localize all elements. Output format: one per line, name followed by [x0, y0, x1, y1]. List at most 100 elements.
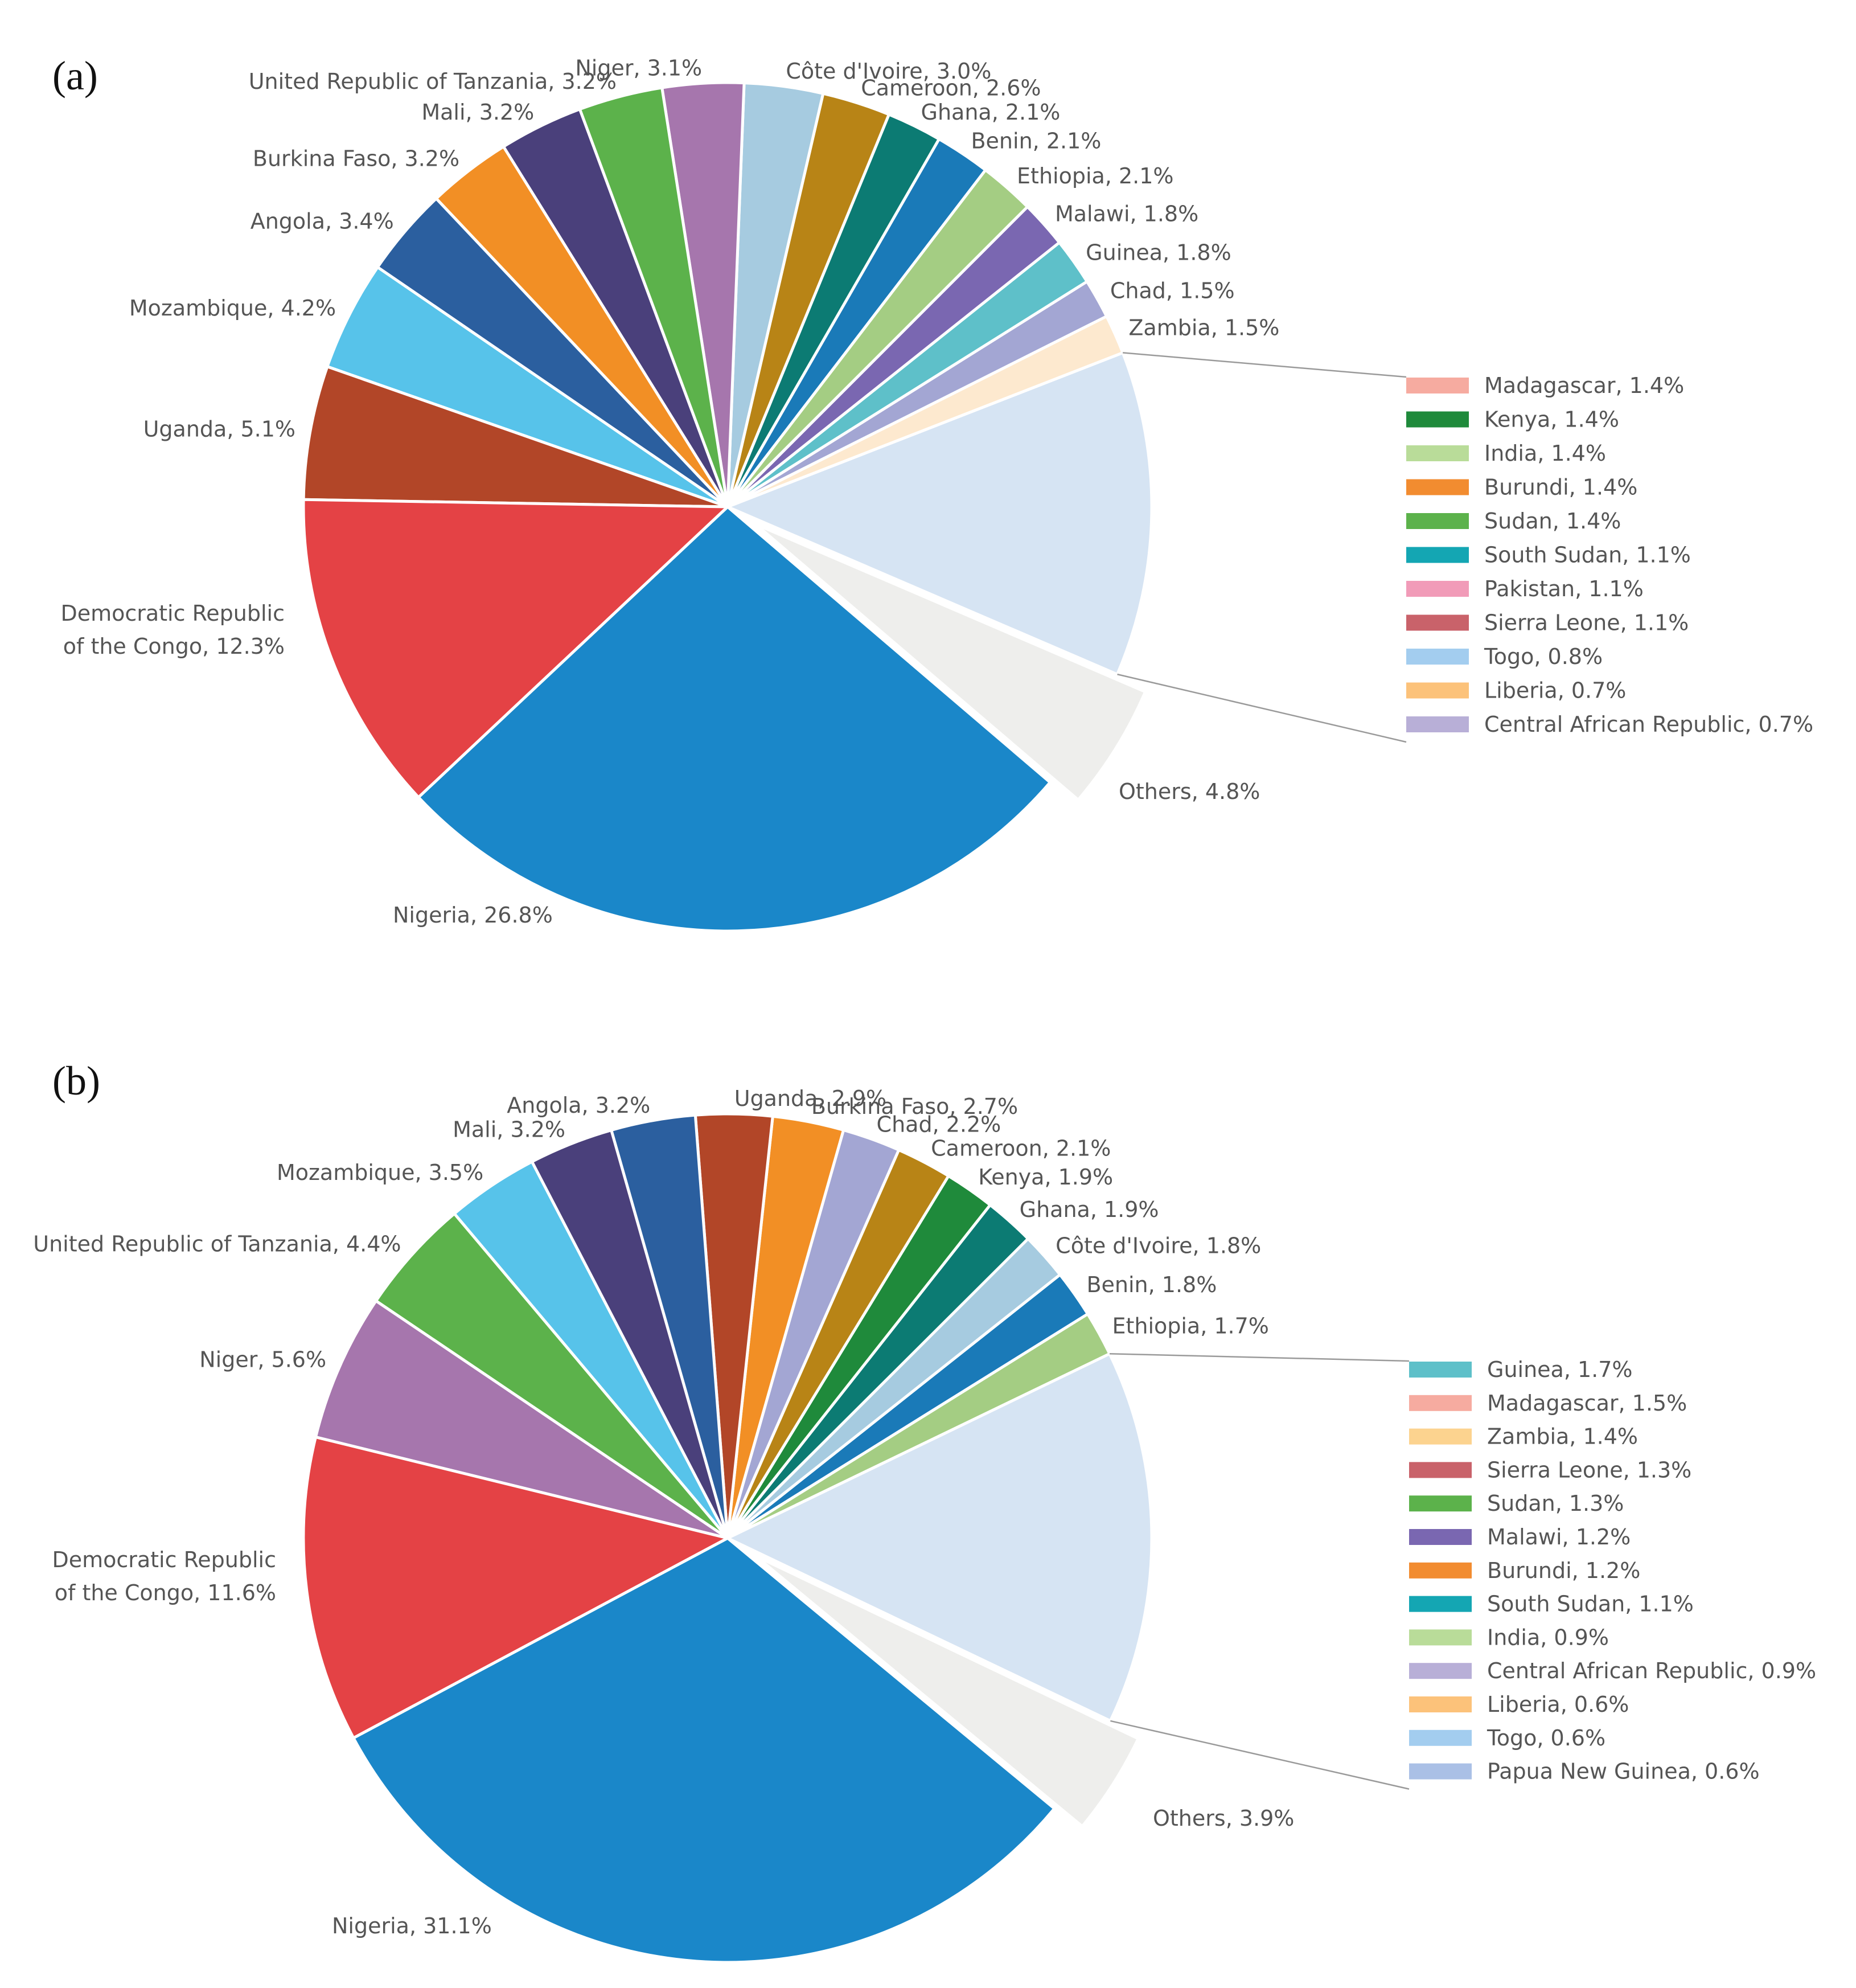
legend-label-india-1-4: India, 1.4% [1484, 441, 1606, 466]
slice-label-mali-3-2: Mali, 3.2% [421, 100, 534, 125]
slice-label-uganda-2-9: Uganda, 2.9% [734, 1086, 886, 1111]
slice-niger-5-6 [314, 1298, 729, 1540]
legend-swatch-burundi-1-4 [1406, 479, 1469, 495]
legend-label-burundi-1-4: Burundi, 1.4% [1484, 475, 1637, 500]
legend-swatch-pakistan-1-1 [1406, 581, 1469, 597]
slice-others-4-8 [754, 523, 1148, 802]
legend-label-madagascar-1-4: Madagascar, 1.4% [1484, 373, 1684, 398]
slice-label-nigeria-31-1: Nigeria, 31.1% [332, 1913, 492, 1938]
legend-swatch-india-1-4 [1406, 445, 1469, 461]
legend-label-sudan-1-4: Sudan, 1.4% [1484, 509, 1621, 534]
legend-swatch-central-african-republic-0-7 [1406, 716, 1469, 732]
legend-label-central-african-republic-0-7: Central African Republic, 0.7% [1484, 712, 1813, 737]
legend-swatch-south-sudan-1-1 [1409, 1596, 1472, 1612]
legend-swatch-liberia-0-6 [1409, 1696, 1472, 1712]
slice-label-kenya-1-9: Kenya, 1.9% [978, 1165, 1113, 1190]
slice-mozambique-4-2 [325, 265, 729, 509]
slice-label-others-3-9: Others, 3.9% [1153, 1806, 1294, 1831]
slice-uganda-5-1 [302, 364, 728, 509]
legend-label-zambia-1-4: Zambia, 1.4% [1487, 1424, 1638, 1449]
legend-label-burundi-1-2: Burundi, 1.2% [1487, 1558, 1640, 1583]
slice-label-others-4-8: Others, 4.8% [1119, 779, 1260, 804]
slice-label-cameroon-2-6: Cameroon, 2.6% [861, 75, 1041, 100]
legend-swatch-malawi-1-2 [1409, 1529, 1472, 1545]
slice-label-united-republic-of-tanzania-4-4: United Republic of Tanzania, 4.4% [33, 1232, 401, 1257]
slice-label-mozambique-4-2: Mozambique, 4.2% [129, 296, 336, 321]
panel-a-slices [302, 81, 1153, 933]
legend-label-india-0-9: India, 0.9% [1487, 1625, 1609, 1650]
slice-label-burkina-faso-2-7: Burkina Faso, 2.7% [811, 1094, 1018, 1119]
panel-b-slices [302, 1112, 1153, 1964]
slice-others-3-9 [754, 1554, 1140, 1829]
slice-label-guinea-1-8: Guinea, 1.8% [1086, 240, 1231, 265]
slice-label-angola-3-4: Angola, 3.4% [251, 208, 394, 233]
legend-label-south-sudan-1-1: South Sudan, 1.1% [1484, 543, 1691, 568]
slice-label-ghana-2-1: Ghana, 2.1% [921, 100, 1061, 125]
slice-nigeria-26-8 [416, 505, 1053, 933]
leader-line-bottom [1110, 1720, 1410, 1790]
slice-label-benin-1-8: Benin, 1.8% [1086, 1272, 1217, 1297]
slice-label-niger-5-6: Niger, 5.6% [199, 1347, 326, 1372]
legend-swatch-sudan-1-4 [1406, 513, 1469, 529]
slice-label-democratic-republic-of-the-congo-11-6: Democratic Republic of the Congo, 11.6% [52, 1547, 276, 1605]
panel-b-legend: Guinea, 1.7% Madagascar, 1.5% Zambia, 1.4%… [1409, 1357, 1816, 1784]
legend-label-sierra-leone-1-1: Sierra Leone, 1.1% [1484, 610, 1689, 636]
slice-label-angola-3-2: Angola, 3.2% [507, 1093, 650, 1118]
legend-swatch-india-0-9 [1409, 1629, 1472, 1646]
legend-swatch-zambia-1-4 [1409, 1428, 1472, 1445]
legend-label-liberia-0-6: Liberia, 0.6% [1487, 1692, 1629, 1717]
legend-label-madagascar-1-5: Madagascar, 1.5% [1487, 1391, 1687, 1416]
leader-line-top [1123, 352, 1407, 378]
legend-swatch-central-african-republic-0-9 [1409, 1663, 1472, 1679]
legend-swatch-madagascar-1-5 [1409, 1395, 1472, 1411]
legend-label-sierra-leone-1-3: Sierra Leone, 1.3% [1487, 1457, 1691, 1482]
slice-label-ethiopia-1-7: Ethiopia, 1.7% [1112, 1313, 1268, 1338]
slice-label-ghana-1-9: Ghana, 1.9% [1020, 1197, 1159, 1222]
panel-a-leaders [1117, 352, 1407, 743]
slice-democratic-republic-of-the-congo-12-3 [302, 498, 732, 800]
panel-a-label: (a) [52, 53, 98, 99]
slice-label-zambia-1-5: Zambia, 1.5% [1128, 315, 1279, 341]
legend-label-malawi-1-2: Malawi, 1.2% [1487, 1524, 1631, 1550]
legend-swatch-sudan-1-3 [1409, 1495, 1472, 1512]
legend-swatch-guinea-1-7 [1409, 1362, 1472, 1378]
slice-label-democratic-republic-of-the-congo-12-3: Democratic Republic of the Congo, 12.3% [60, 601, 285, 659]
legend-swatch-burundi-1-2 [1409, 1562, 1472, 1579]
slice-label-burkina-faso-3-2: Burkina Faso, 3.2% [253, 146, 459, 171]
slice-label-nigeria-26-8: Nigeria, 26.8% [393, 903, 553, 928]
slice-united-republic-of-tanzania-4-4 [373, 1211, 729, 1540]
slice-label-mali-3-2: Mali, 3.2% [453, 1117, 565, 1142]
legend-swatch-sierra-leone-1-1 [1406, 614, 1469, 631]
legend-label-sudan-1-3: Sudan, 1.3% [1487, 1491, 1624, 1516]
panel-b-leaders [1109, 1353, 1410, 1790]
slice-label-niger-3-1: Niger, 3.1% [575, 55, 702, 80]
slice-label-c-te-d-ivoire-3-0: Côte d'Ivoire, 3.0% [786, 59, 991, 84]
legend-swatch-sierra-leone-1-3 [1409, 1462, 1472, 1478]
slice-label-ethiopia-2-1: Ethiopia, 2.1% [1017, 163, 1173, 188]
slice-label-c-te-d-ivoire-1-8: Côte d'Ivoire, 1.8% [1056, 1233, 1261, 1259]
panel-a: (a) Nigeria, 26.8% Others, 4.8% Zambia, 1.… [52, 53, 1813, 933]
slice-label-malawi-1-8: Malawi, 1.8% [1055, 201, 1198, 226]
legend-swatch-togo-0-8 [1406, 649, 1469, 665]
legend-label-guinea-1-7: Guinea, 1.7% [1487, 1357, 1633, 1382]
slice-label-benin-2-1: Benin, 2.1% [971, 128, 1101, 153]
legend-label-togo-0-6: Togo, 0.6% [1487, 1725, 1605, 1751]
panel-b-labels: Nigeria, 31.1% Others, 3.9% Ethiopia, 1.7%… [33, 1086, 1294, 1938]
slice-democratic-republic-of-the-congo-11-6 [302, 1435, 732, 1740]
slice-label-united-republic-of-tanzania-3-2: United Republic of Tanzania, 3.2% [249, 69, 617, 94]
slice-label-chad-2-2: Chad, 2.2% [877, 1112, 1001, 1137]
panel-a-labels: Nigeria, 26.8% Others, 4.8% Zambia, 1.5% Ch… [60, 55, 1279, 928]
leader-line-top [1109, 1353, 1410, 1362]
slice-others-breakdown [724, 351, 1153, 677]
legend-label-togo-0-8: Togo, 0.8% [1484, 644, 1603, 669]
legend-swatch-liberia-0-7 [1406, 682, 1469, 699]
legend-label-south-sudan-1-1: South Sudan, 1.1% [1487, 1592, 1694, 1617]
slice-others-breakdown [724, 1351, 1153, 1723]
legend-label-papua-new-guinea-0-6: Papua New Guinea, 0.6% [1487, 1759, 1760, 1784]
leader-line-bottom [1117, 673, 1407, 743]
legend-swatch-madagascar-1-4 [1406, 378, 1469, 393]
panel-b: (b) Nigeria, 31.1% Others, 3.9% Ethiopia, … [33, 1058, 1816, 1964]
legend-swatch-kenya-1-4 [1406, 411, 1469, 428]
